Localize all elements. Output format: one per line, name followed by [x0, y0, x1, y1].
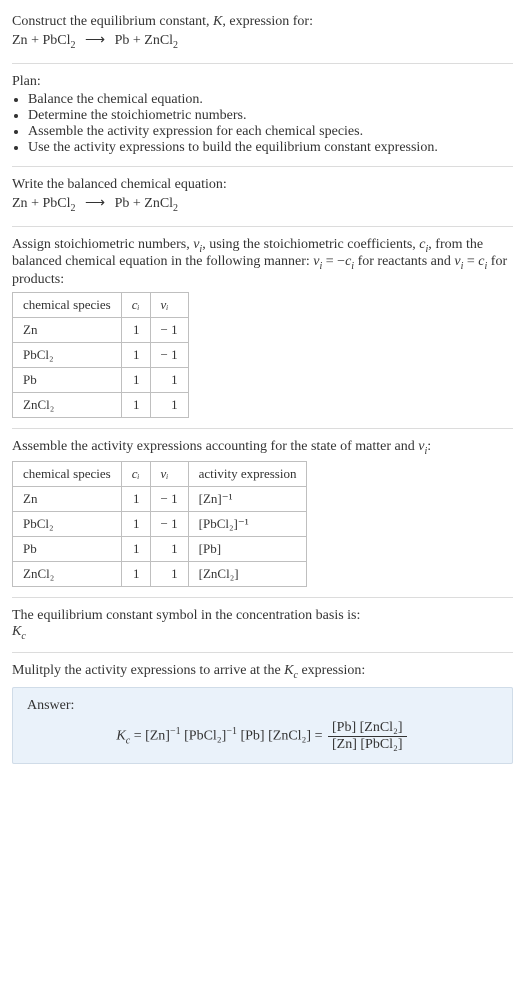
- product-zncl2: ZnCl2: [144, 196, 178, 211]
- activity-text: Assemble the activity expressions accoun…: [12, 439, 513, 457]
- divider: [12, 63, 513, 64]
- reactant-zn: Zn: [12, 196, 28, 211]
- table-row: PbCl₂1− 1[PbCl₂]⁻¹: [13, 511, 307, 536]
- activity-table: chemical species cᵢ νᵢ activity expressi…: [12, 461, 307, 587]
- table-row: Pb11: [13, 368, 189, 393]
- arrow-icon: ⟶: [85, 195, 105, 212]
- table-row: PbCl₂1− 1: [13, 343, 189, 368]
- plan-item: Use the activity expressions to build th…: [28, 140, 513, 156]
- table-row: Pb11[Pb]: [13, 536, 307, 561]
- reactant-pbcl2: PbCl2: [42, 33, 75, 48]
- divider: [12, 428, 513, 429]
- table-header-row: chemical species cᵢ νᵢ activity expressi…: [13, 461, 307, 486]
- plan-list: Balance the chemical equation. Determine…: [12, 92, 513, 156]
- col-nui: νᵢ: [150, 461, 188, 486]
- kc-symbol: Kc: [12, 624, 513, 642]
- table-row: ZnCl₂11[ZnCl₂]: [13, 561, 307, 586]
- k-symbol: K: [213, 14, 222, 29]
- plus-2: +: [129, 33, 144, 48]
- reactant-zn: Zn: [12, 33, 28, 48]
- product-zncl2: ZnCl2: [144, 33, 178, 48]
- header-text-post: , expression for:: [222, 14, 313, 29]
- table-row: Zn1− 1[Zn]⁻¹: [13, 486, 307, 511]
- balanced-equation: Zn + PbCl2 ⟶ Pb + ZnCl2: [12, 195, 513, 214]
- arrow-icon: ⟶: [85, 32, 105, 49]
- symbol-section: The equilibrium constant symbol in the c…: [12, 602, 513, 648]
- reactant-pbcl2: PbCl2: [42, 196, 75, 211]
- multiply-text: Mulitply the activity expressions to arr…: [12, 663, 513, 681]
- answer-label: Answer:: [27, 698, 498, 714]
- plus-1: +: [28, 33, 43, 48]
- plan-section: Plan: Balance the chemical equation. Det…: [12, 68, 513, 162]
- col-species: chemical species: [13, 461, 122, 486]
- header-text-pre: Construct the equilibrium constant,: [12, 14, 213, 29]
- divider: [12, 226, 513, 227]
- fraction: [Pb] [ZnCl₂][Zn] [PbCl₂]: [328, 720, 407, 753]
- product-pb: Pb: [115, 33, 130, 48]
- balanced-section: Write the balanced chemical equation: Zn…: [12, 171, 513, 222]
- stoich-section: Assign stoichiometric numbers, νi, using…: [12, 231, 513, 425]
- plus: +: [129, 196, 144, 211]
- balanced-title: Write the balanced chemical equation:: [12, 177, 513, 193]
- col-species: chemical species: [13, 293, 122, 318]
- plan-item: Determine the stoichiometric numbers.: [28, 108, 513, 124]
- stoich-text: Assign stoichiometric numbers, νi, using…: [12, 237, 513, 289]
- table-row: Zn1− 1: [13, 318, 189, 343]
- divider: [12, 166, 513, 167]
- multiply-section: Mulitply the activity expressions to arr…: [12, 657, 513, 770]
- symbol-text: The equilibrium constant symbol in the c…: [12, 608, 513, 624]
- plan-title: Plan:: [12, 74, 513, 90]
- col-ci: cᵢ: [121, 461, 150, 486]
- divider: [12, 652, 513, 653]
- table-row: ZnCl₂11: [13, 393, 189, 418]
- col-ci: cᵢ: [121, 293, 150, 318]
- col-activity: activity expression: [188, 461, 307, 486]
- product-pb: Pb: [115, 196, 130, 211]
- col-nui: νᵢ: [150, 293, 188, 318]
- plus: +: [28, 196, 43, 211]
- divider: [12, 597, 513, 598]
- plan-item: Assemble the activity expression for eac…: [28, 124, 513, 140]
- answer-box: Answer: Kc = [Zn]−1 [PbCl₂]−1 [Pb] [ZnCl…: [12, 687, 513, 764]
- stoich-table: chemical species cᵢ νᵢ Zn1− 1 PbCl₂1− 1 …: [12, 292, 189, 418]
- table-header-row: chemical species cᵢ νᵢ: [13, 293, 189, 318]
- plan-item: Balance the chemical equation.: [28, 92, 513, 108]
- kc-expression: Kc = [Zn]−1 [PbCl₂]−1 [Pb] [ZnCl₂] = [Pb…: [27, 720, 498, 753]
- header: Construct the equilibrium constant, K, e…: [12, 8, 513, 59]
- activity-section: Assemble the activity expressions accoun…: [12, 433, 513, 593]
- reaction-equation: Zn + PbCl2 ⟶ Pb + ZnCl2: [12, 32, 513, 51]
